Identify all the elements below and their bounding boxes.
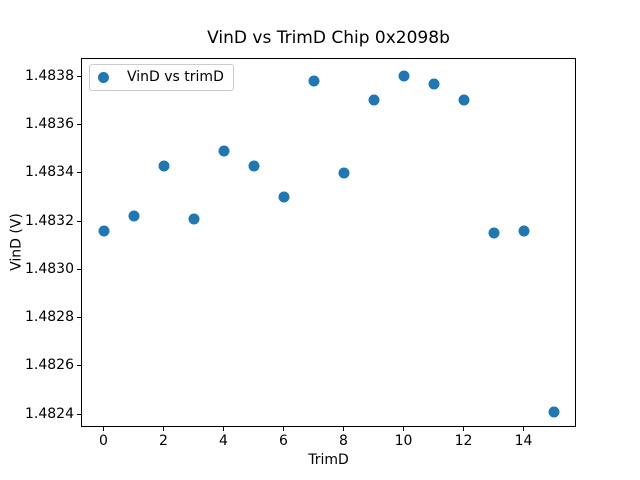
x-tick-label: 4 bbox=[219, 433, 228, 449]
chart-title: VinD vs TrimD Chip 0x2098b bbox=[207, 28, 450, 48]
x-tick-mark bbox=[523, 427, 524, 431]
y-tick-mark bbox=[77, 413, 81, 415]
data-point bbox=[188, 213, 199, 225]
x-tick-label: 12 bbox=[454, 433, 473, 449]
data-point bbox=[398, 70, 409, 82]
data-point bbox=[548, 406, 559, 418]
data-point bbox=[278, 191, 289, 203]
plot-area: VinD vs trimD bbox=[81, 58, 576, 427]
y-tick-label: 1.4838 bbox=[25, 67, 74, 84]
y-tick-mark bbox=[77, 365, 81, 367]
y-tick-mark bbox=[77, 317, 81, 319]
data-point bbox=[128, 210, 139, 222]
data-point bbox=[98, 225, 109, 237]
x-tick-mark bbox=[343, 427, 344, 431]
y-tick-mark bbox=[77, 75, 81, 77]
data-point bbox=[338, 167, 349, 179]
data-point bbox=[428, 78, 439, 90]
y-tick-mark bbox=[77, 172, 81, 174]
x-tick-label: 6 bbox=[279, 433, 288, 449]
legend: VinD vs trimD bbox=[89, 64, 234, 91]
data-point bbox=[308, 75, 319, 87]
y-tick-label: 1.4826 bbox=[25, 357, 74, 374]
x-tick-mark bbox=[223, 427, 224, 431]
x-tick-mark bbox=[103, 427, 104, 431]
data-point bbox=[248, 160, 259, 172]
x-tick-mark bbox=[163, 427, 164, 431]
data-point bbox=[458, 94, 469, 106]
legend-label: VinD vs trimD bbox=[127, 69, 224, 85]
data-point bbox=[518, 225, 529, 237]
y-tick-mark bbox=[77, 220, 81, 222]
y-tick-label: 1.4828 bbox=[25, 309, 74, 326]
data-point bbox=[218, 145, 229, 157]
y-tick-label: 1.4834 bbox=[25, 164, 74, 181]
x-tick-label: 14 bbox=[514, 433, 533, 449]
data-point bbox=[488, 227, 499, 239]
y-tick-mark bbox=[77, 268, 81, 270]
x-tick-mark bbox=[403, 427, 404, 431]
x-axis-label: TrimD bbox=[308, 452, 349, 468]
y-tick-label: 1.4836 bbox=[25, 116, 74, 133]
x-tick-label: 2 bbox=[159, 433, 168, 449]
y-tick-mark bbox=[77, 124, 81, 126]
x-tick-mark bbox=[463, 427, 464, 431]
y-tick-label: 1.4832 bbox=[25, 212, 74, 229]
legend-marker-icon bbox=[98, 72, 109, 83]
x-tick-label: 8 bbox=[339, 433, 348, 449]
data-point bbox=[368, 94, 379, 106]
x-tick-mark bbox=[283, 427, 284, 431]
y-tick-label: 1.4830 bbox=[25, 260, 74, 277]
data-point bbox=[158, 160, 169, 172]
y-tick-label: 1.4824 bbox=[25, 405, 74, 422]
x-tick-label: 0 bbox=[99, 433, 108, 449]
x-tick-label: 10 bbox=[394, 433, 413, 449]
